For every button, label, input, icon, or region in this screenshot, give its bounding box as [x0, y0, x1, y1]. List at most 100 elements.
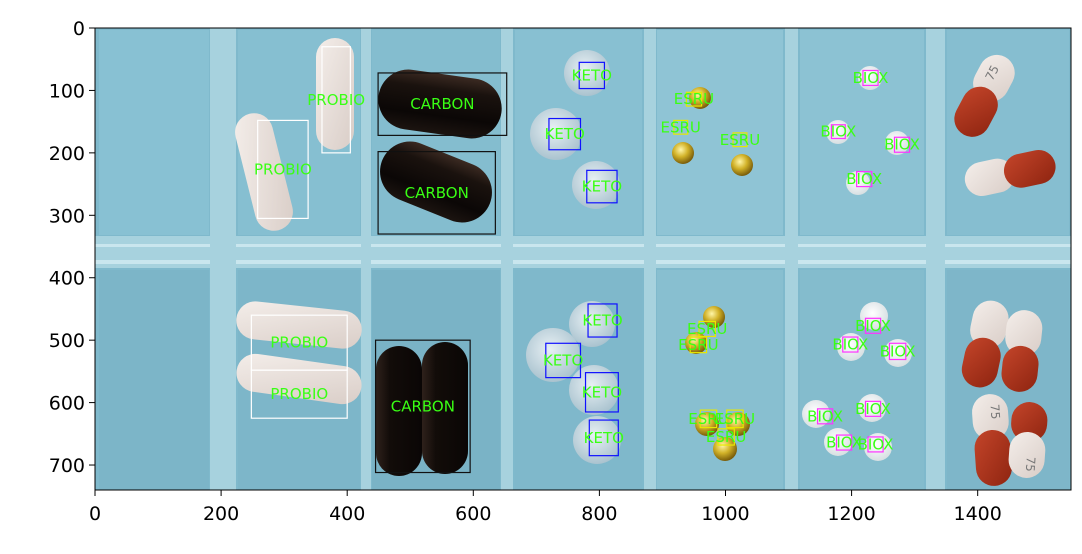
- x-tick-label: 1000: [701, 503, 749, 525]
- y-tick-label: 200: [49, 143, 85, 165]
- detection-label: ESRU: [678, 336, 718, 354]
- bounding-box: [862, 69, 879, 87]
- carbon-detection: CARBON: [377, 151, 496, 235]
- keto-detection: KETO: [584, 419, 624, 457]
- detection-label: ESRU: [687, 320, 727, 338]
- bounding-box: [867, 436, 884, 453]
- detection-label: BIOX: [846, 170, 882, 188]
- esru-detection: ESRU: [678, 336, 718, 354]
- bounding-box: [830, 124, 846, 140]
- detection-label: ESRU: [688, 410, 728, 428]
- biox-detection: BIOX: [880, 342, 916, 360]
- biox-detection: BIOX: [855, 400, 891, 418]
- biox-detection: BIOX: [820, 123, 856, 141]
- bounding-box: [374, 339, 471, 474]
- bounding-box: [835, 434, 853, 451]
- x-tick-label: 200: [203, 503, 239, 525]
- bounding-box: [587, 303, 618, 338]
- biox-detection: BIOX: [858, 435, 894, 453]
- bounding-box: [689, 336, 708, 354]
- y-tick-label: 600: [49, 393, 85, 415]
- pill-organizer-photo: 75: [95, 28, 1071, 490]
- esru-detection: ESRU: [720, 131, 760, 149]
- bounding-box: [864, 400, 882, 417]
- detection-label: BIOX: [880, 342, 916, 360]
- detection-label: PROBIO: [270, 385, 328, 403]
- detection-label: BIOX: [855, 400, 891, 418]
- bounding-box: [257, 119, 309, 220]
- bounding-box: [578, 61, 606, 90]
- capsule-imprint: 75: [988, 404, 1003, 420]
- detection-overlay: PROBIO PROBIO CARBON CARBON KETO KETO KETO ESRU…: [250, 46, 920, 474]
- y-tick-label: 500: [49, 330, 85, 352]
- y-tick-label: 700: [49, 455, 85, 477]
- detection-label: KETO: [582, 383, 622, 401]
- bounding-box: [685, 91, 703, 107]
- detection-label: ESRU: [661, 118, 701, 136]
- bounding-box: [717, 428, 735, 446]
- y-tick-label: 0: [73, 18, 85, 40]
- biox-detection: BIOX: [832, 336, 868, 354]
- detection-label: KETO: [545, 125, 585, 143]
- bounding-box: [816, 408, 834, 425]
- x-tick-label: 800: [581, 503, 617, 525]
- detection-label: ESRU: [715, 410, 755, 428]
- keto-detection: KETO: [582, 169, 622, 204]
- keto-detection: KETO: [582, 303, 623, 338]
- bounding-box: [250, 369, 348, 419]
- capsule-imprint: 75: [982, 63, 1002, 83]
- capsule-imprint: 75: [1023, 456, 1038, 472]
- keto-tablet: [526, 301, 621, 464]
- bounding-box: [699, 409, 718, 429]
- esru-detection: ESRU: [687, 320, 727, 338]
- detection-label: CARBON: [410, 95, 474, 113]
- probio-detection: PROBIO: [254, 119, 312, 220]
- axes-frame: [94, 27, 1072, 491]
- bounding-box: [888, 342, 907, 361]
- detection-label: KETO: [572, 66, 612, 84]
- detection-label: BIOX: [858, 435, 894, 453]
- detection-label: BIOX: [884, 136, 920, 154]
- detection-label: BIOX: [820, 123, 856, 141]
- bounding-box: [726, 409, 744, 429]
- red-white-capsule: 75: [954, 54, 1056, 197]
- bounding-box: [698, 320, 717, 338]
- probio-capsule: [236, 301, 362, 405]
- x-tick-label: 1200: [827, 503, 875, 525]
- red-white-capsule: 75 75: [961, 300, 1048, 486]
- bounding-box: [377, 151, 496, 235]
- detection-label: PROBIO: [270, 334, 328, 352]
- biox-detection: BIOX: [855, 317, 891, 335]
- bounding-box: [856, 170, 873, 188]
- esru-detection: ESRU: [674, 90, 714, 108]
- y-tick-label: 300: [49, 205, 85, 227]
- esru-detection: ESRU: [706, 428, 746, 446]
- detection-label: CARBON: [391, 397, 455, 415]
- bounding-box: [673, 119, 689, 135]
- bounding-box: [893, 136, 911, 153]
- x-axis: 0 200 400 600 800 1000 1200 1400: [89, 490, 1002, 525]
- bounding-box: [586, 169, 618, 204]
- x-tick-label: 600: [455, 503, 491, 525]
- bounding-box: [864, 317, 882, 334]
- x-tick-label: 1400: [954, 503, 1002, 525]
- detection-label: KETO: [582, 311, 622, 329]
- bounding-box: [732, 132, 748, 148]
- detection-label: ESRU: [706, 428, 746, 446]
- detection-label: KETO: [584, 429, 624, 447]
- detection-label: CARBON: [405, 184, 469, 202]
- detection-label: PROBIO: [254, 160, 312, 178]
- bounding-box: [584, 372, 619, 413]
- y-axis: 0 100 200 300 400 500 600 700: [49, 18, 95, 477]
- x-tick-label: 0: [89, 503, 101, 525]
- detection-label: KETO: [543, 351, 583, 369]
- detection-label: BIOX: [855, 317, 891, 335]
- esru-detection: ESRU: [715, 409, 755, 429]
- detection-label: BIOX: [807, 407, 843, 425]
- y-tick-label: 400: [49, 268, 85, 290]
- keto-detection: KETO: [572, 61, 612, 90]
- detection-label: KETO: [582, 178, 622, 196]
- biox-detection: BIOX: [807, 407, 843, 425]
- carbon-capsule: [376, 342, 468, 476]
